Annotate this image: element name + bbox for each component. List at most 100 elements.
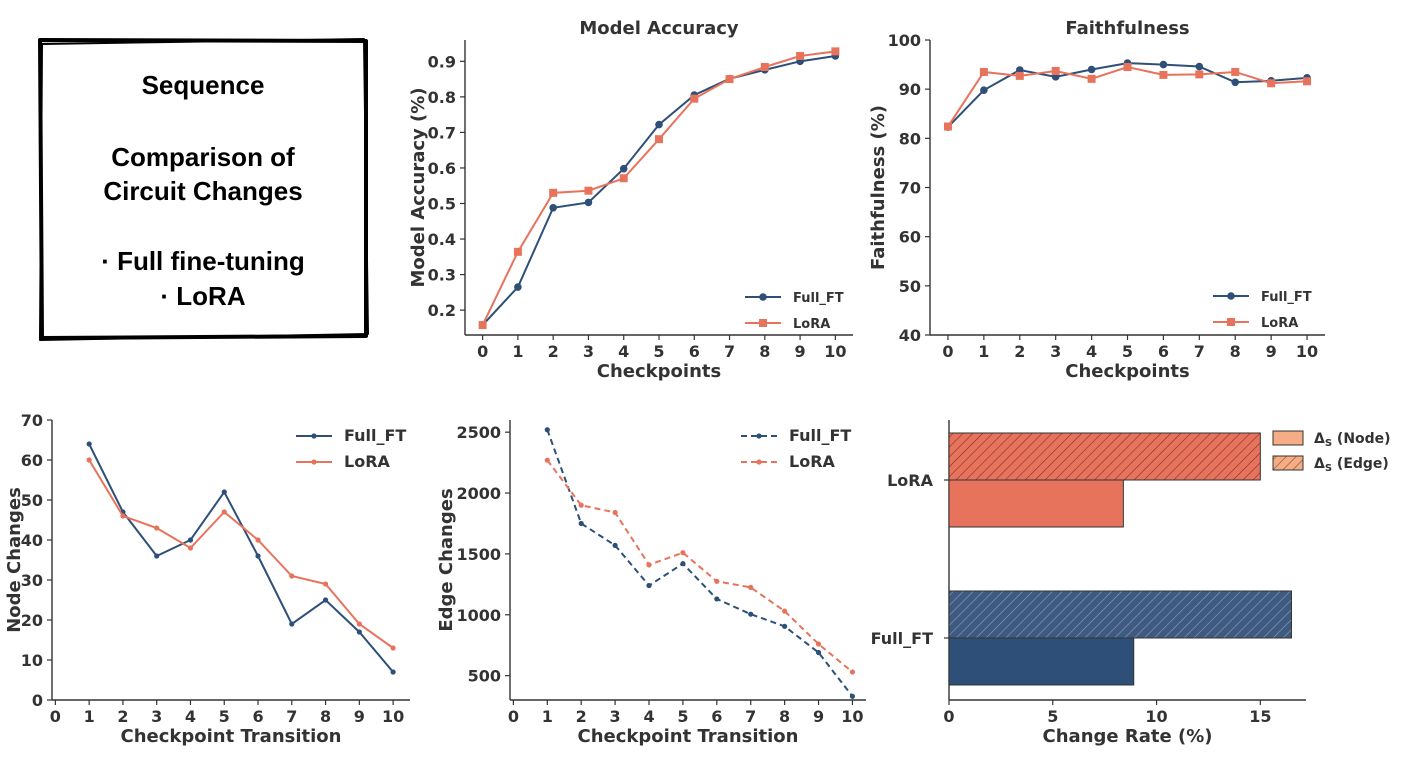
data-point-Full_FT bbox=[584, 198, 593, 207]
y-axis-label: Faithfulness (%) bbox=[868, 105, 889, 270]
y-tick-label: 0.8 bbox=[428, 88, 456, 107]
data-point-Full_FT bbox=[1159, 60, 1168, 69]
data-point-LoRA bbox=[478, 321, 487, 330]
legend-marker-Full_FT bbox=[1227, 292, 1235, 300]
data-point-LoRA bbox=[680, 550, 686, 556]
data-point-LoRA bbox=[782, 608, 788, 614]
data-point-Full_FT bbox=[714, 596, 720, 602]
legend-marker-Full_FT bbox=[759, 293, 767, 301]
data-point-LoRA bbox=[289, 573, 295, 579]
data-point-Full_FT bbox=[187, 537, 194, 543]
x-tick-label: 5 bbox=[677, 707, 688, 726]
data-point-LoRA bbox=[1303, 77, 1312, 86]
data-point-Full_FT bbox=[680, 561, 686, 567]
y-tick-label: 100 bbox=[888, 31, 921, 50]
data-point-LoRA bbox=[1087, 74, 1096, 83]
chart-title: Model Accuracy bbox=[579, 18, 739, 39]
x-tick-label: 4 bbox=[618, 342, 629, 361]
y-tick-label: 80 bbox=[899, 129, 921, 148]
legend-marker-LoRA bbox=[759, 319, 767, 327]
title-line-5: · Full fine-tuning bbox=[101, 246, 305, 276]
y-tick-label: 0.7 bbox=[428, 123, 456, 142]
x-tick-label: 0 bbox=[508, 707, 519, 726]
data-point-Full_FT bbox=[1195, 62, 1204, 71]
x-tick-label: 10 bbox=[824, 342, 846, 361]
x-tick-label: 10 bbox=[841, 707, 863, 726]
chart-change-rate: 0 5 10 15 Change Rate (%) LoRA Full_FT ΔS (Node… bbox=[871, 420, 1391, 747]
data-point-Full_FT bbox=[612, 542, 618, 548]
data-point-LoRA bbox=[154, 525, 160, 531]
bar-edge-Full_FT bbox=[948, 590, 1292, 639]
title-line-0: Sequence bbox=[142, 70, 265, 100]
data-point-Full_FT bbox=[549, 203, 557, 212]
x-tick-label: 2 bbox=[576, 707, 587, 726]
legend-label-LoRA: LoRA bbox=[789, 452, 836, 471]
bar-node-Full_FT bbox=[948, 637, 1135, 686]
legend-label-Full_FT: Full_FT bbox=[789, 426, 851, 445]
x-tick-label: 4 bbox=[643, 707, 654, 726]
data-point-Full_FT bbox=[86, 441, 92, 447]
x-axis-label: Change Rate (%) bbox=[1043, 726, 1213, 747]
y-tick-label: 70 bbox=[21, 411, 43, 430]
x-tick-label: 2 bbox=[117, 707, 128, 726]
series-line-Full_FT bbox=[88, 443, 394, 673]
series-line-LoRA bbox=[546, 459, 854, 673]
title-line-6: · LoRA bbox=[160, 281, 245, 311]
x-tick-label: 0 bbox=[942, 342, 953, 361]
x-tick-label: 8 bbox=[779, 707, 790, 726]
data-point-LoRA bbox=[714, 578, 720, 584]
data-point-LoRA bbox=[831, 47, 840, 56]
data-point-Full_FT bbox=[289, 621, 295, 627]
x-tick-label: 5 bbox=[653, 342, 664, 361]
data-point-Full_FT bbox=[849, 693, 856, 699]
x-tick-label: 8 bbox=[1230, 342, 1241, 361]
data-point-LoRA bbox=[690, 94, 699, 103]
chart-model-accuracy: 0 1 2 3 4 5 6 7 8 9 10 0.2 0.3 0.4 0.5 0.6 0.7 0.8 0.9 Mode… bbox=[408, 18, 853, 382]
y-tick-label: 70 bbox=[899, 179, 921, 198]
data-point-Full_FT bbox=[221, 489, 227, 495]
y-tick-label: 90 bbox=[899, 80, 921, 99]
legend-swatch-node bbox=[1272, 430, 1304, 446]
chart-node-changes: 0 1 2 3 4 5 6 7 8 9 10 0 10 20 30 40 50 60 70 Checkpoint Tr… bbox=[4, 411, 410, 747]
y-tick-label: 0.4 bbox=[428, 230, 456, 249]
x-tick-label: 6 bbox=[252, 707, 263, 726]
y-tick-label: LoRA bbox=[887, 471, 934, 490]
data-point-Full_FT bbox=[748, 611, 754, 617]
title-line-3: Circuit Changes bbox=[103, 176, 302, 206]
x-tick-label: 0 bbox=[943, 707, 954, 726]
x-tick-label: 4 bbox=[1086, 342, 1097, 361]
data-point-LoRA bbox=[1231, 67, 1240, 76]
legend-marker-LoRA bbox=[311, 459, 317, 465]
x-tick-label: 1 bbox=[542, 707, 553, 726]
data-point-LoRA bbox=[646, 562, 652, 568]
data-point-LoRA bbox=[748, 584, 754, 590]
x-tick-label: 5 bbox=[1047, 707, 1058, 726]
legend-label-LoRA: LoRA bbox=[344, 452, 391, 471]
x-axis-label: Checkpoints bbox=[1065, 361, 1189, 382]
chart-faithfulness: 0 1 2 3 4 5 6 7 8 9 10 40 50 60 70 80 90 100 Faithfulness C… bbox=[868, 18, 1325, 382]
x-tick-label: 1 bbox=[84, 707, 95, 726]
x-tick-label: 5 bbox=[219, 707, 230, 726]
data-point-Full_FT bbox=[390, 669, 396, 675]
y-tick-label: 1000 bbox=[456, 606, 501, 625]
y-tick-label: 40 bbox=[899, 326, 921, 345]
data-point-Full_FT bbox=[646, 582, 652, 589]
data-point-Full_FT bbox=[322, 597, 329, 603]
legend-label-Full_FT: Full_FT bbox=[793, 291, 844, 306]
legend-label-node: ΔS (Node) bbox=[1314, 431, 1391, 449]
data-point-Full_FT bbox=[514, 283, 522, 291]
series-line-LoRA bbox=[88, 459, 394, 649]
data-point-LoRA bbox=[760, 63, 769, 72]
data-point-LoRA bbox=[390, 645, 396, 651]
x-tick-label: 10 bbox=[1145, 707, 1167, 726]
legend-label-Full_FT: Full_FT bbox=[1261, 290, 1312, 305]
data-point-Full_FT bbox=[980, 86, 988, 94]
data-point-LoRA bbox=[849, 669, 856, 675]
y-tick-label: 0 bbox=[32, 691, 43, 710]
x-tick-label: 3 bbox=[583, 342, 594, 361]
x-tick-label: 1 bbox=[512, 342, 523, 361]
y-tick-label: 10 bbox=[21, 651, 43, 670]
y-tick-label: 60 bbox=[21, 451, 43, 470]
data-point-LoRA bbox=[815, 641, 822, 647]
data-point-LoRA bbox=[796, 51, 805, 60]
